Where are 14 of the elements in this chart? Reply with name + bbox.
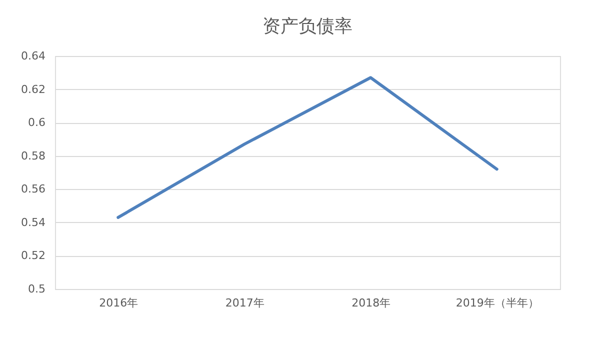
line-series — [116, 76, 498, 219]
y-tick-label: 0.58 — [21, 149, 46, 162]
x-tick-label: 2019年（半年） — [456, 296, 539, 310]
x-tick-label: 2016年 — [99, 296, 138, 310]
x-tick-label: 2017年 — [225, 296, 264, 310]
y-tick-label: 0.62 — [21, 82, 46, 96]
y-tick-label: 0.5 — [28, 282, 46, 296]
y-tick-label: 0.54 — [21, 216, 46, 229]
y-tick-label: 0.52 — [21, 249, 46, 262]
y-tick-label: 0.56 — [21, 182, 46, 196]
y-tick-label: 0.6 — [28, 116, 46, 130]
x-tick-label: 2018年 — [352, 296, 391, 310]
chart-title: 资产负债率 — [262, 16, 352, 37]
y-tick-label: 0.64 — [21, 50, 46, 62]
